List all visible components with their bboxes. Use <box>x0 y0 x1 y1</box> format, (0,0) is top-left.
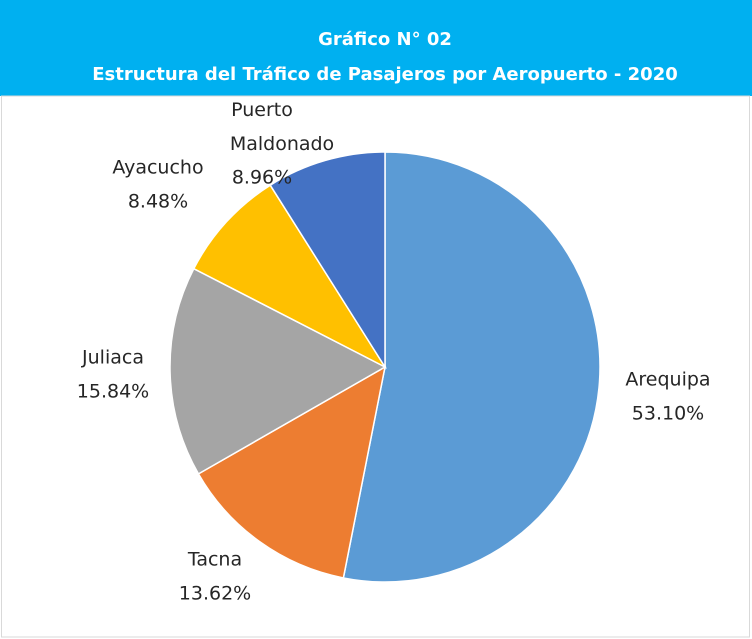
chart-subtitle: Estructura del Tráfico de Pasajeros por … <box>92 64 678 85</box>
pie-slice <box>197 365 387 579</box>
slice-value-label: 13.62% <box>179 583 251 605</box>
header-band <box>0 0 752 96</box>
slice-value-label: 8.96% <box>232 167 292 189</box>
pie-slice <box>269 151 386 370</box>
slice-category-label: Puerto Maldonado <box>230 99 334 155</box>
slice-category-label: Arequipa <box>625 369 710 391</box>
chart-title: Gráfico N° 02 <box>318 29 452 50</box>
slice-value-label: 8.48% <box>128 191 188 213</box>
pie-slice <box>342 151 601 583</box>
slice-category-label: Tacna <box>187 549 242 571</box>
slice-value-label: 53.10% <box>632 403 704 425</box>
pie-slice <box>169 267 387 475</box>
slice-category-label: Ayacucho <box>112 157 203 179</box>
slice-category-label: Juliaca <box>81 347 144 369</box>
slice-value-label: 15.84% <box>77 381 149 403</box>
pie-slice <box>192 184 388 369</box>
